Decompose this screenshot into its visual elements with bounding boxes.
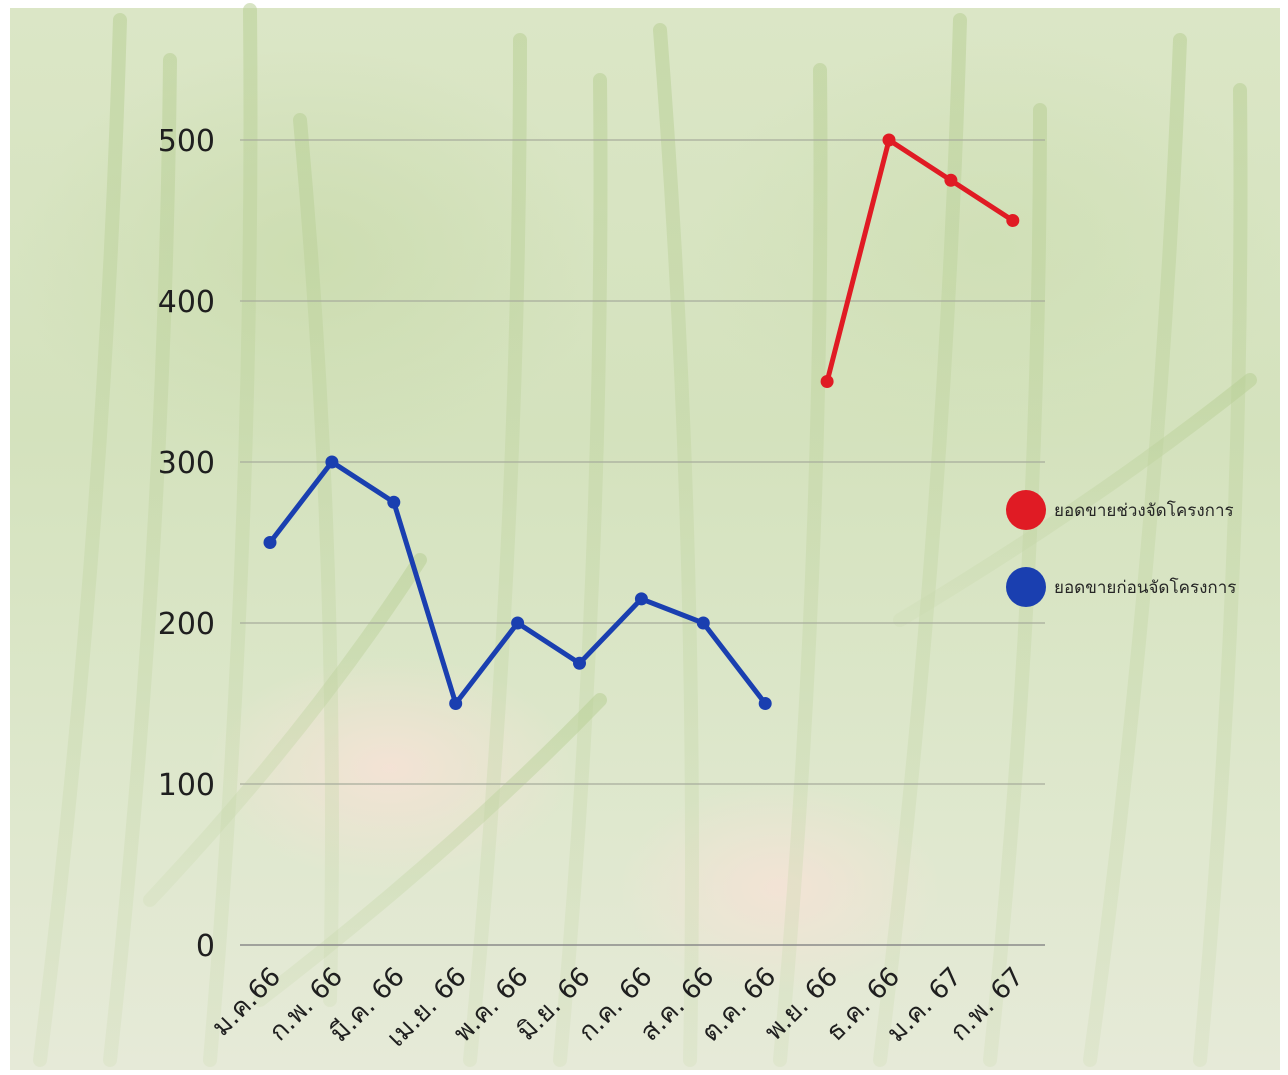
rice-leaf xyxy=(143,553,427,907)
y-tick-label: 300 xyxy=(158,446,215,481)
legend-label: ยอดขายก่อนจัดโครงการ xyxy=(1054,577,1236,598)
data-point xyxy=(573,656,586,670)
data-point xyxy=(325,455,339,469)
data-point xyxy=(511,616,525,630)
rice-leaf xyxy=(1193,83,1248,1067)
data-point xyxy=(1006,214,1020,227)
rice-leaf xyxy=(253,693,607,1007)
rice-leaf xyxy=(1083,33,1187,1067)
rice-leaf xyxy=(873,13,967,1067)
data-point xyxy=(820,375,834,388)
legend-swatch xyxy=(1006,490,1046,530)
data-point xyxy=(634,592,648,606)
gridlines xyxy=(240,139,1045,946)
y-tick-label: 500 xyxy=(158,124,215,159)
y-tick-label: 200 xyxy=(158,607,215,642)
rice-leaf xyxy=(893,373,1257,627)
rice-leaf xyxy=(463,33,527,1067)
y-tick-label: 100 xyxy=(158,768,215,803)
y-axis: 0 100 200 300 400 500 xyxy=(158,124,215,964)
rice-leaf xyxy=(103,53,177,1067)
rice-leaf xyxy=(773,63,828,1067)
rice-leaf xyxy=(553,73,608,1067)
y-tick-label: 0 xyxy=(196,929,215,964)
series-line xyxy=(824,137,1016,384)
rice-leaf xyxy=(33,13,127,1067)
rice-leaf xyxy=(203,3,258,1067)
data-point xyxy=(449,697,463,710)
data-point xyxy=(882,133,896,147)
data-point xyxy=(696,616,710,630)
rice-leaf xyxy=(653,23,699,1067)
data-series xyxy=(263,133,1020,710)
rice-leaf xyxy=(293,113,339,1007)
legend-swatch xyxy=(1006,567,1046,607)
y-tick-label: 400 xyxy=(158,285,215,320)
data-point xyxy=(387,495,401,509)
rice-leaves-decoration xyxy=(33,3,1257,1067)
data-point xyxy=(758,697,772,710)
data-point xyxy=(263,536,277,549)
data-point xyxy=(944,173,958,187)
legend-label: ยอดขายช่วงจัดโครงการ xyxy=(1054,500,1234,521)
